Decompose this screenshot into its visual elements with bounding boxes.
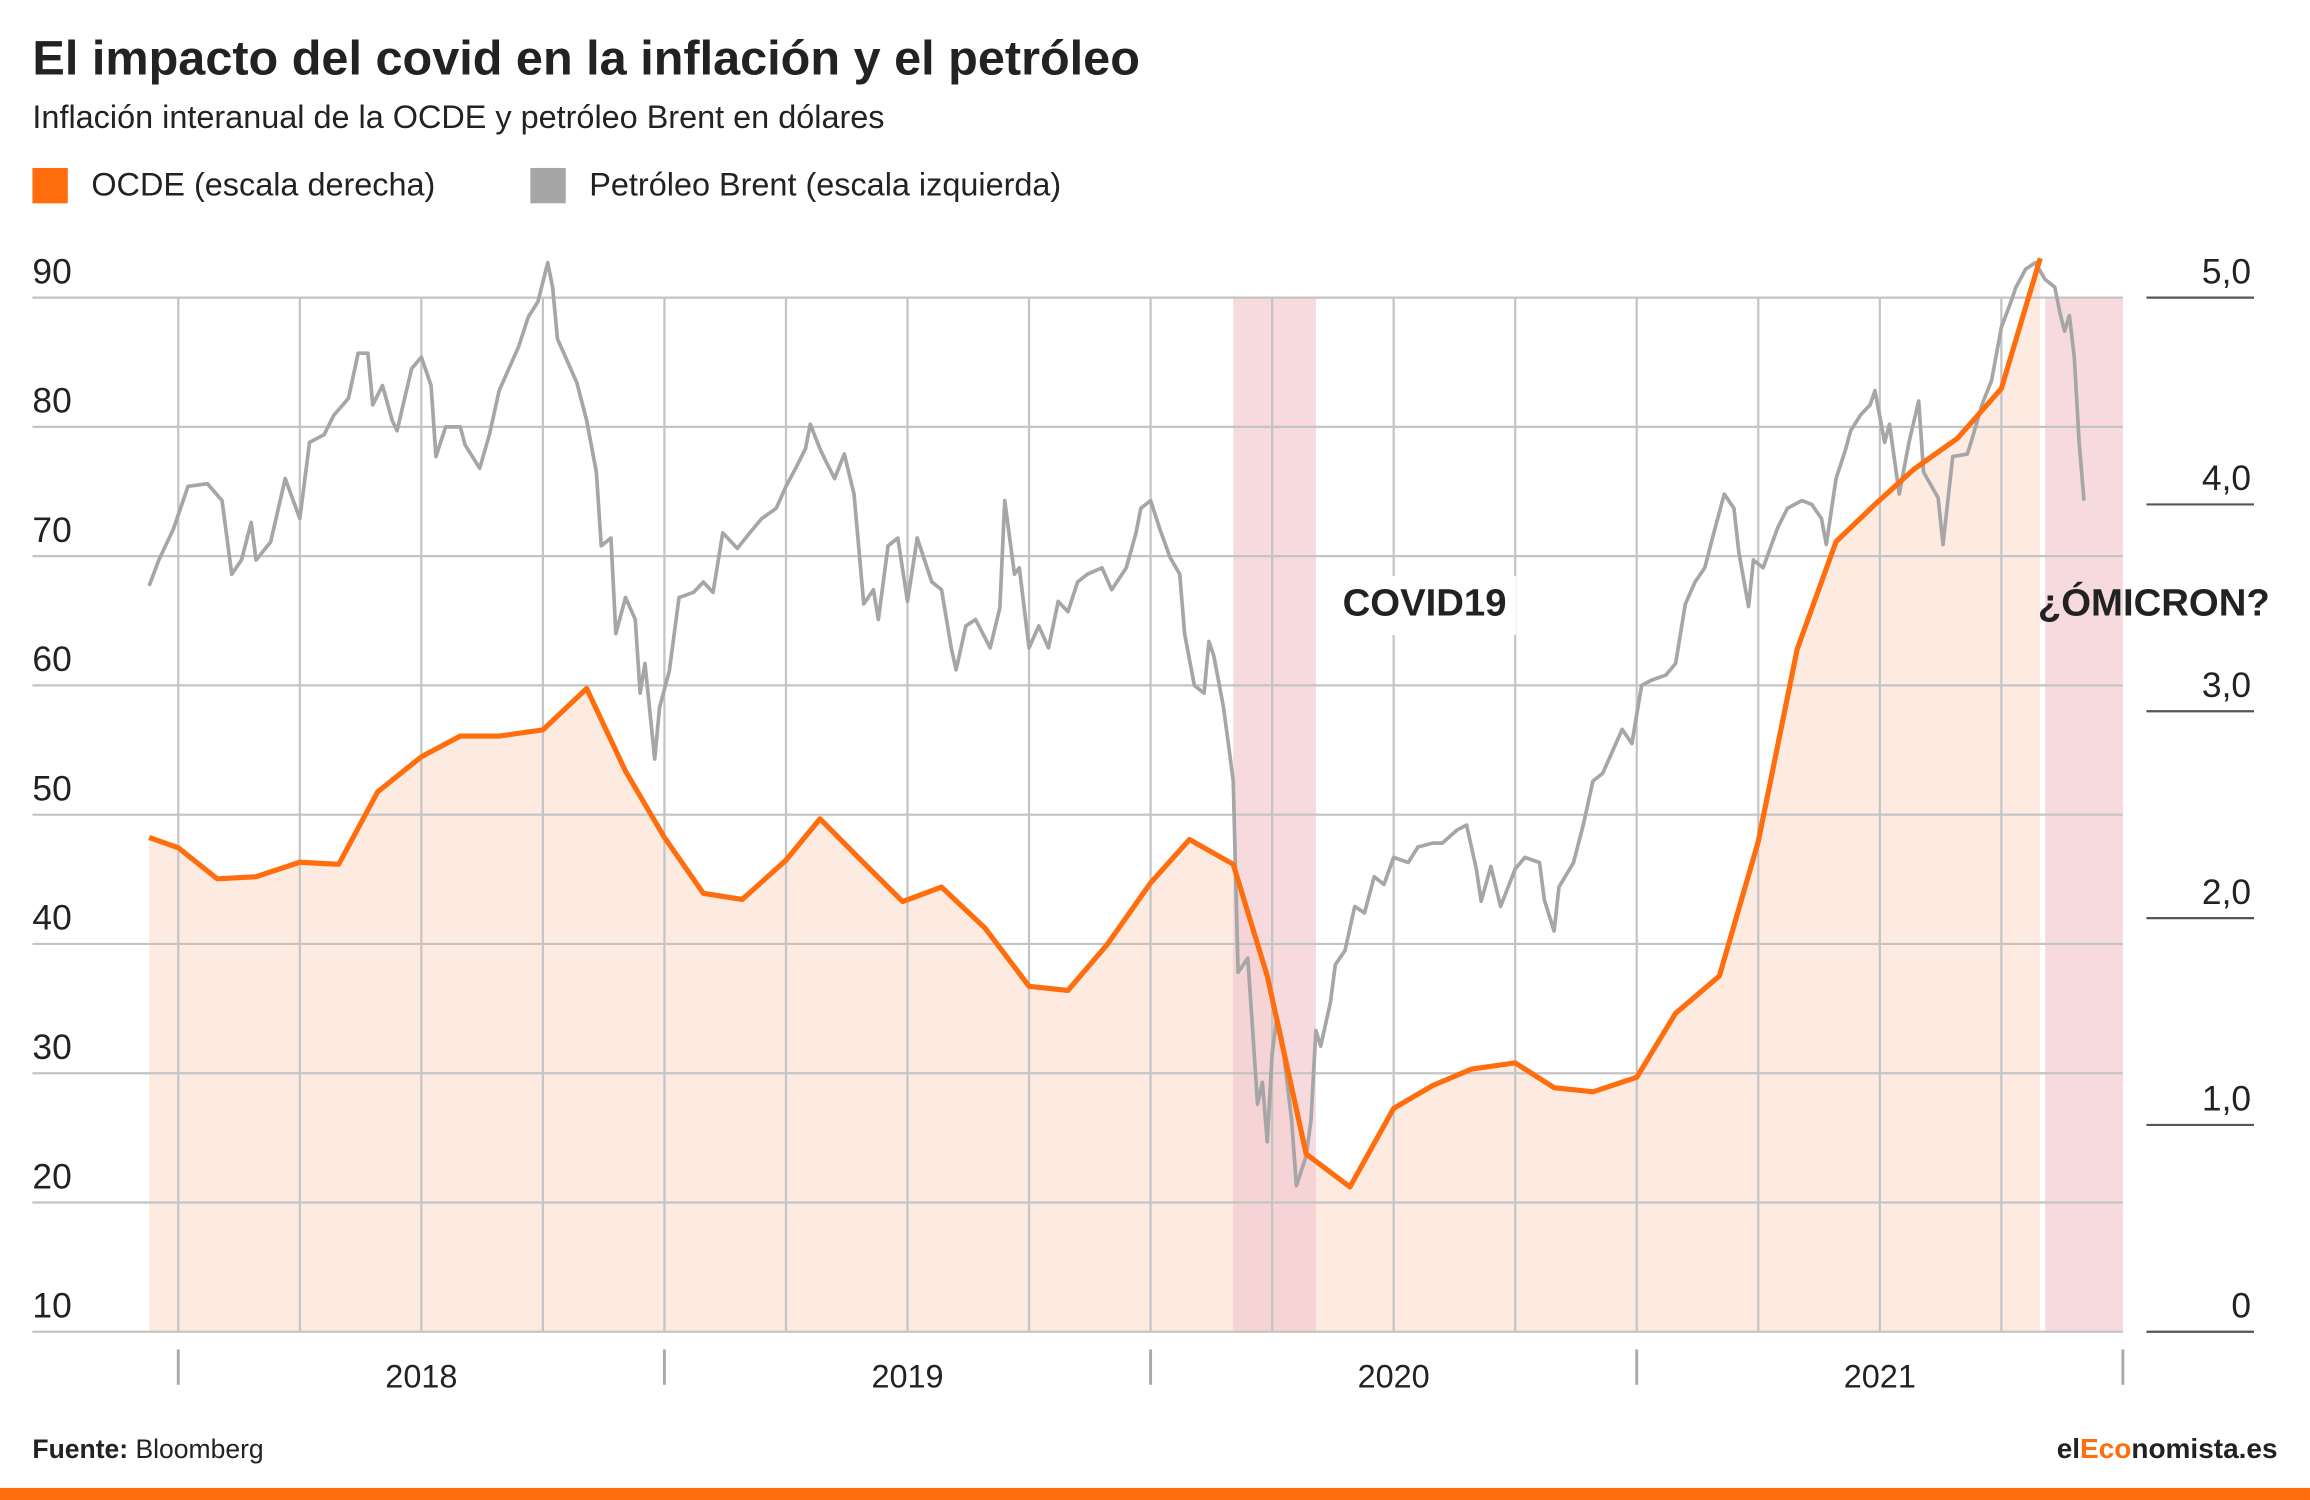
y2-tick-label: 5,0 (2202, 252, 2251, 291)
brand-part: Eco (2080, 1433, 2131, 1464)
y-tick-label: 90 (32, 252, 71, 291)
y-tick-label: 20 (32, 1157, 71, 1196)
source-name: Bloomberg (135, 1434, 263, 1464)
y-tick-label: 50 (32, 769, 71, 808)
y-tick-label: 80 (32, 382, 71, 421)
y2-tick-label: 1,0 (2202, 1080, 2251, 1119)
line (147, 260, 2086, 1188)
y2-tick-label: 4,0 (2202, 459, 2251, 498)
x-tick-label: 2021 (1844, 1358, 1916, 1394)
y-tick-label: 60 (32, 640, 71, 679)
legend-swatch (32, 167, 68, 204)
chart-title: El impacto del covid en la inflación y e… (32, 32, 1139, 86)
y2-tick-label: 2,0 (2202, 873, 2251, 912)
chart-subtitle: Inflación interanual de la OCDE y petról… (32, 99, 884, 135)
y-tick-label: 30 (32, 1028, 71, 1067)
y-tick-label: 10 (32, 1287, 71, 1326)
source-label: Fuente: (32, 1434, 128, 1464)
legend-label: OCDE (escala derecha) (91, 167, 435, 203)
x-tick-label: 2018 (385, 1358, 457, 1394)
brand: elEconomista.es (2057, 1433, 2278, 1464)
brand-part: el (2057, 1433, 2080, 1464)
annotation: COVID19 (1343, 582, 1507, 625)
brand-part: nomista.es (2131, 1433, 2277, 1464)
y-tick-label: 70 (32, 511, 71, 550)
line (148, 257, 2043, 1190)
annotation: ¿ÓMICRON? (2038, 581, 2270, 625)
label-box (1333, 576, 1516, 635)
y2-tick-label: 3,0 (2202, 666, 2251, 705)
footer-bar (0, 1487, 2310, 1500)
x-tick-label: 2020 (1358, 1358, 1430, 1394)
x-tick-label: 2019 (871, 1358, 943, 1394)
legend-label: Petróleo Brent (escala izquierda) (589, 167, 1061, 203)
y2-tick-label: 0 (2231, 1287, 2251, 1326)
y-tick-label: 40 (32, 899, 71, 938)
area (149, 258, 2041, 1332)
source: Fuente: Bloomberg (32, 1434, 263, 1464)
legend-swatch (530, 167, 566, 204)
